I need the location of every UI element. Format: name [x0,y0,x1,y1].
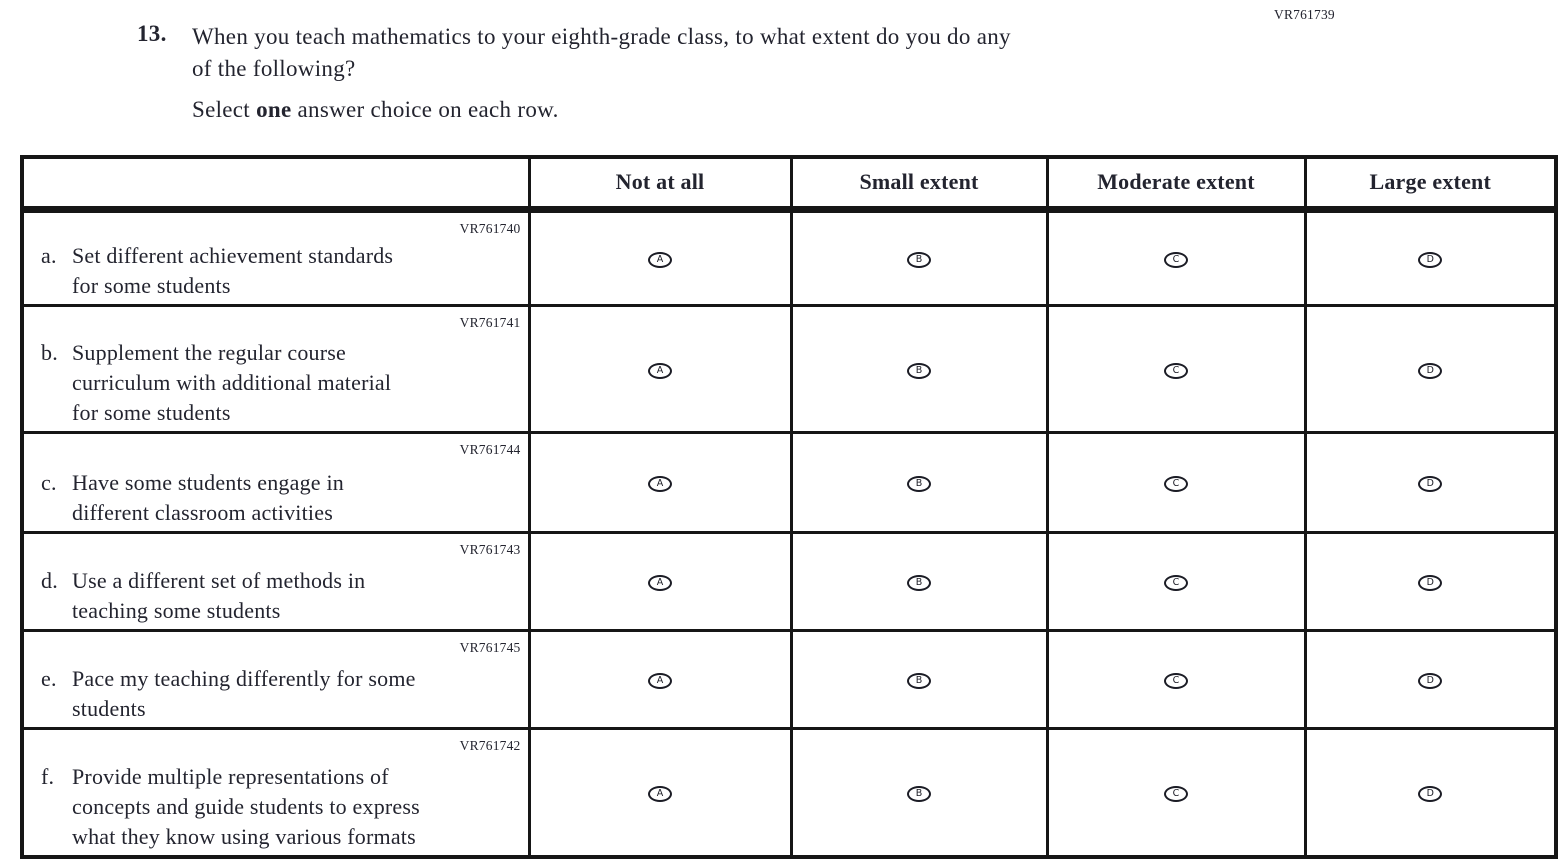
option-cell-d-small-extent: B [789,531,1049,632]
option-bubble-e-A[interactable]: A [648,673,672,689]
option-cell-e-not-at-all: A [527,629,793,730]
option-bubble-a-D[interactable]: D [1418,251,1443,268]
option-cell-c-large-extent: D [1303,431,1558,534]
stub-header-cell [20,155,531,209]
option-cell-a-moderate-extent: C [1045,209,1307,307]
option-bubble-f-C[interactable]: C [1164,785,1188,802]
option-bubble-a-B[interactable]: B [907,251,931,268]
row-text-a: Set different achievement standards for … [72,243,394,298]
option-bubble-b-A[interactable]: A [648,362,672,379]
option-cell-f-large-extent: D [1303,727,1558,858]
instruction-prefix: Select [192,97,257,122]
item-cell-c: VR761744 c. Have some students engage in… [20,431,531,534]
option-cell-a-not-at-all: A [527,209,793,307]
table-row-a: VR761740 a. Set different achievement st… [20,209,1558,307]
option-cell-c-moderate-extent: C [1045,431,1307,534]
question-text: When you teach mathematics to your eight… [192,24,1011,81]
option-bubble-c-B[interactable]: B [907,476,931,492]
row-marker-f: f. [41,763,55,789]
option-bubble-b-B[interactable]: B [907,362,931,379]
option-cell-e-moderate-extent: C [1045,629,1307,730]
option-bubble-e-B[interactable]: B [907,673,931,689]
row-marker-e: e. [41,666,57,691]
option-bubble-d-C[interactable]: C [1164,575,1188,591]
column-header-moderate-extent: Moderate extent [1045,155,1307,209]
item-cell-f: VR761742 f. Provide multiple representat… [20,727,531,858]
row-text-c: Have some students engage in different c… [72,470,344,525]
row-code-f: VR761742 [459,738,521,753]
option-cell-a-small-extent: B [789,209,1049,307]
table-row-e: VR761745 e. Pace my teaching differently… [20,629,1558,730]
row-text-e: Pace my teaching differently for some st… [72,666,416,721]
option-cell-f-not-at-all: A [527,727,793,858]
row-marker-a: a. [41,243,57,268]
option-cell-d-large-extent: D [1303,531,1558,632]
column-header-large-extent: Large extent [1303,155,1558,209]
row-code-c: VR761744 [459,442,521,457]
option-bubble-a-C[interactable]: C [1164,251,1188,268]
row-code-a: VR761740 [459,220,521,236]
row-marker-b: b. [41,340,58,365]
column-header-small-extent: Small extent [789,155,1049,209]
item-cell-a: VR761740 a. Set different achievement st… [20,209,531,307]
option-bubble-c-C[interactable]: C [1164,476,1188,492]
row-text-d: Use a different set of methods in teachi… [72,568,366,623]
option-bubble-d-B[interactable]: B [907,575,931,591]
option-cell-e-large-extent: D [1303,629,1558,730]
row-text-b: Supplement the regular course curriculum… [72,340,392,425]
option-bubble-a-A[interactable]: A [648,251,672,268]
instruction-bold: one [256,97,292,122]
option-cell-c-small-extent: B [789,431,1049,534]
item-cell-b: VR761741 b. Supplement the regular cours… [20,304,531,434]
form-code: VR761739 [1274,7,1335,22]
item-cell-d: VR761743 d. Use a different set of metho… [20,531,531,632]
option-cell-d-moderate-extent: C [1045,531,1307,632]
header-row: Not at all Small extent Moderate extent … [20,155,1558,209]
table-row-f: VR761742 f. Provide multiple representat… [20,727,1558,858]
option-bubble-d-A[interactable]: A [648,575,672,591]
option-cell-f-small-extent: B [789,727,1049,858]
option-bubble-d-D[interactable]: D [1418,575,1443,591]
table-row-c: VR761744 c. Have some students engage in… [20,431,1558,534]
option-cell-d-not-at-all: A [527,531,793,632]
option-cell-b-not-at-all: A [527,304,793,434]
option-bubble-f-A[interactable]: A [648,785,672,802]
row-code-e: VR761745 [459,640,521,655]
option-bubble-b-C[interactable]: C [1164,362,1188,379]
option-bubble-b-D[interactable]: D [1418,362,1443,379]
option-cell-f-moderate-extent: C [1045,727,1307,858]
option-cell-a-large-extent: D [1303,209,1558,307]
question-block: 13. When you teach mathematics to your e… [137,21,1182,85]
table-row-d: VR761743 d. Use a different set of metho… [20,531,1558,632]
row-code-d: VR761743 [459,542,521,557]
option-bubble-c-A[interactable]: A [648,476,672,492]
item-cell-e: VR761745 e. Pace my teaching differently… [20,629,531,730]
answer-grid-table: Not at all Small extent Moderate extent … [20,155,1558,859]
option-bubble-e-C[interactable]: C [1164,673,1188,689]
option-bubble-f-D[interactable]: D [1418,785,1443,802]
column-header-not-at-all: Not at all [527,155,793,209]
instruction-suffix: answer choice on each row. [291,97,559,122]
row-text-f: Provide multiple representations of conc… [72,763,420,849]
row-marker-c: c. [41,470,57,495]
table-row-b: VR761741 b. Supplement the regular cours… [20,304,1558,434]
option-bubble-c-D[interactable]: D [1418,476,1443,492]
option-cell-c-not-at-all: A [527,431,793,534]
row-marker-d: d. [41,568,58,593]
option-bubble-f-B[interactable]: B [907,785,931,802]
option-bubble-e-D[interactable]: D [1418,673,1443,689]
option-cell-b-small-extent: B [789,304,1049,434]
question-number: 13. [137,21,167,46]
question-instruction: Select one answer choice on each row. [192,97,559,123]
row-code-b: VR761741 [459,315,521,330]
option-cell-e-small-extent: B [789,629,1049,730]
option-cell-b-large-extent: D [1303,304,1558,434]
option-cell-b-moderate-extent: C [1045,304,1307,434]
